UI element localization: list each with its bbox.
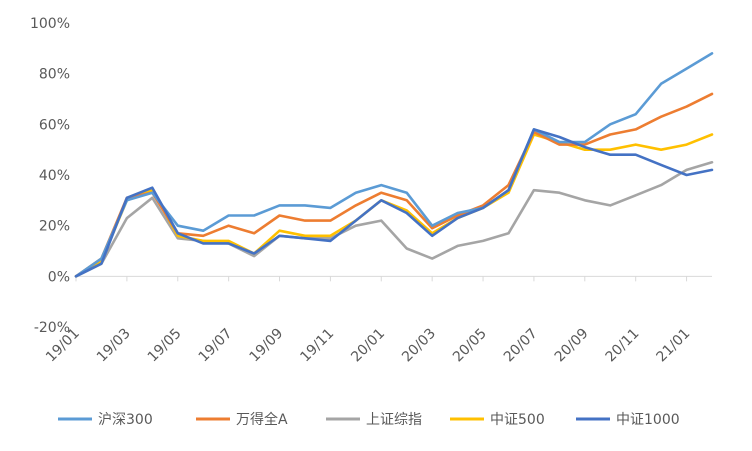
series-lines — [74, 52, 714, 278]
x-tick-label: 20/09 — [552, 326, 592, 366]
series-line-1 — [74, 52, 714, 278]
x-tick-label: 19/05 — [145, 326, 185, 366]
x-tick-label: 20/01 — [348, 326, 388, 366]
y-tick-label: 20% — [39, 219, 70, 235]
legend-label: 中证500 — [490, 412, 545, 428]
y-tick-label: 0% — [48, 269, 70, 285]
x-axis-ticks: 19/01 19/03 19/05 19/07 19/09 19/11 20/01 20/03… — [43, 326, 693, 366]
y-tick-label: 80% — [39, 67, 70, 83]
legend-label: 上证综指 — [366, 412, 422, 428]
x-tick-label: 20/11 — [603, 326, 643, 366]
x-tick-label: 19/09 — [246, 326, 286, 366]
x-axis-tick-marks — [75, 276, 688, 282]
x-tick-label: 20/03 — [399, 326, 439, 366]
y-tick-label: 100% — [30, 16, 70, 32]
y-tick-label: 40% — [39, 168, 70, 184]
legend-label: 万得全A — [236, 411, 288, 428]
legend-label: 中证1000 — [616, 412, 680, 428]
series-line-5 — [74, 128, 714, 278]
x-tick-label: 20/07 — [501, 326, 541, 366]
y-axis-ticks: 100% 80% 60% 40% 20% 0% -20% — [30, 16, 70, 336]
x-tick-label: 19/03 — [94, 326, 134, 366]
legend: 沪深300 万得全A 上证综指 中证500 中证1000 — [58, 411, 680, 428]
x-tick-label: 19/07 — [196, 326, 236, 366]
x-tick-label: 21/01 — [654, 326, 694, 366]
legend-label: 沪深300 — [98, 412, 153, 428]
x-tick-label: 19/11 — [297, 326, 337, 366]
y-tick-label: 60% — [39, 117, 70, 133]
series-line-3 — [74, 161, 714, 278]
y-tick-label: -20% — [34, 320, 70, 336]
x-tick-label: 20/05 — [450, 326, 490, 366]
